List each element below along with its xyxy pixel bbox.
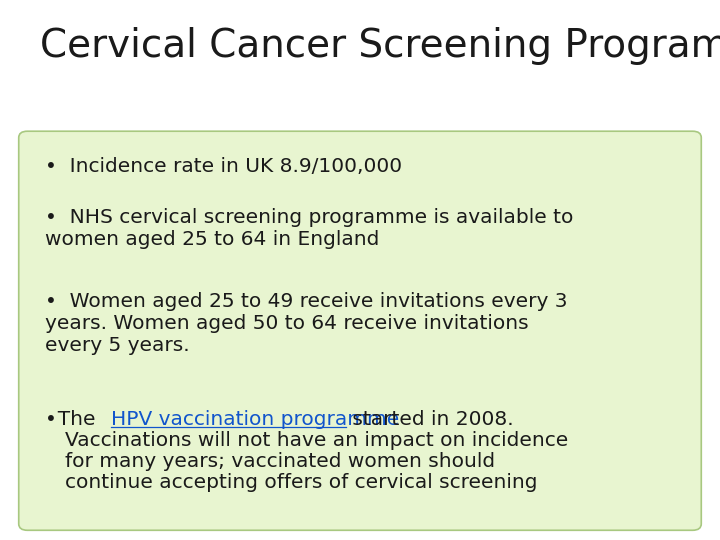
FancyBboxPatch shape: [19, 131, 701, 530]
Text: The: The: [45, 410, 102, 429]
Text: started in 2008.: started in 2008.: [346, 410, 513, 429]
Text: HPV vaccination programme: HPV vaccination programme: [111, 410, 399, 429]
Text: Vaccinations will not have an impact on incidence: Vaccinations will not have an impact on …: [65, 431, 568, 450]
Text: •  Incidence rate in UK 8.9/100,000: • Incidence rate in UK 8.9/100,000: [45, 157, 402, 176]
Text: •  Women aged 25 to 49 receive invitations every 3
years. Women aged 50 to 64 re: • Women aged 25 to 49 receive invitation…: [45, 292, 567, 355]
Text: Cervical Cancer Screening Programme: Cervical Cancer Screening Programme: [40, 27, 720, 65]
Text: •: •: [45, 410, 56, 429]
Text: for many years; vaccinated women should: for many years; vaccinated women should: [65, 452, 495, 471]
Text: •  NHS cervical screening programme is available to
women aged 25 to 64 in Engla: • NHS cervical screening programme is av…: [45, 208, 573, 249]
Text: continue accepting offers of cervical screening: continue accepting offers of cervical sc…: [65, 473, 537, 492]
